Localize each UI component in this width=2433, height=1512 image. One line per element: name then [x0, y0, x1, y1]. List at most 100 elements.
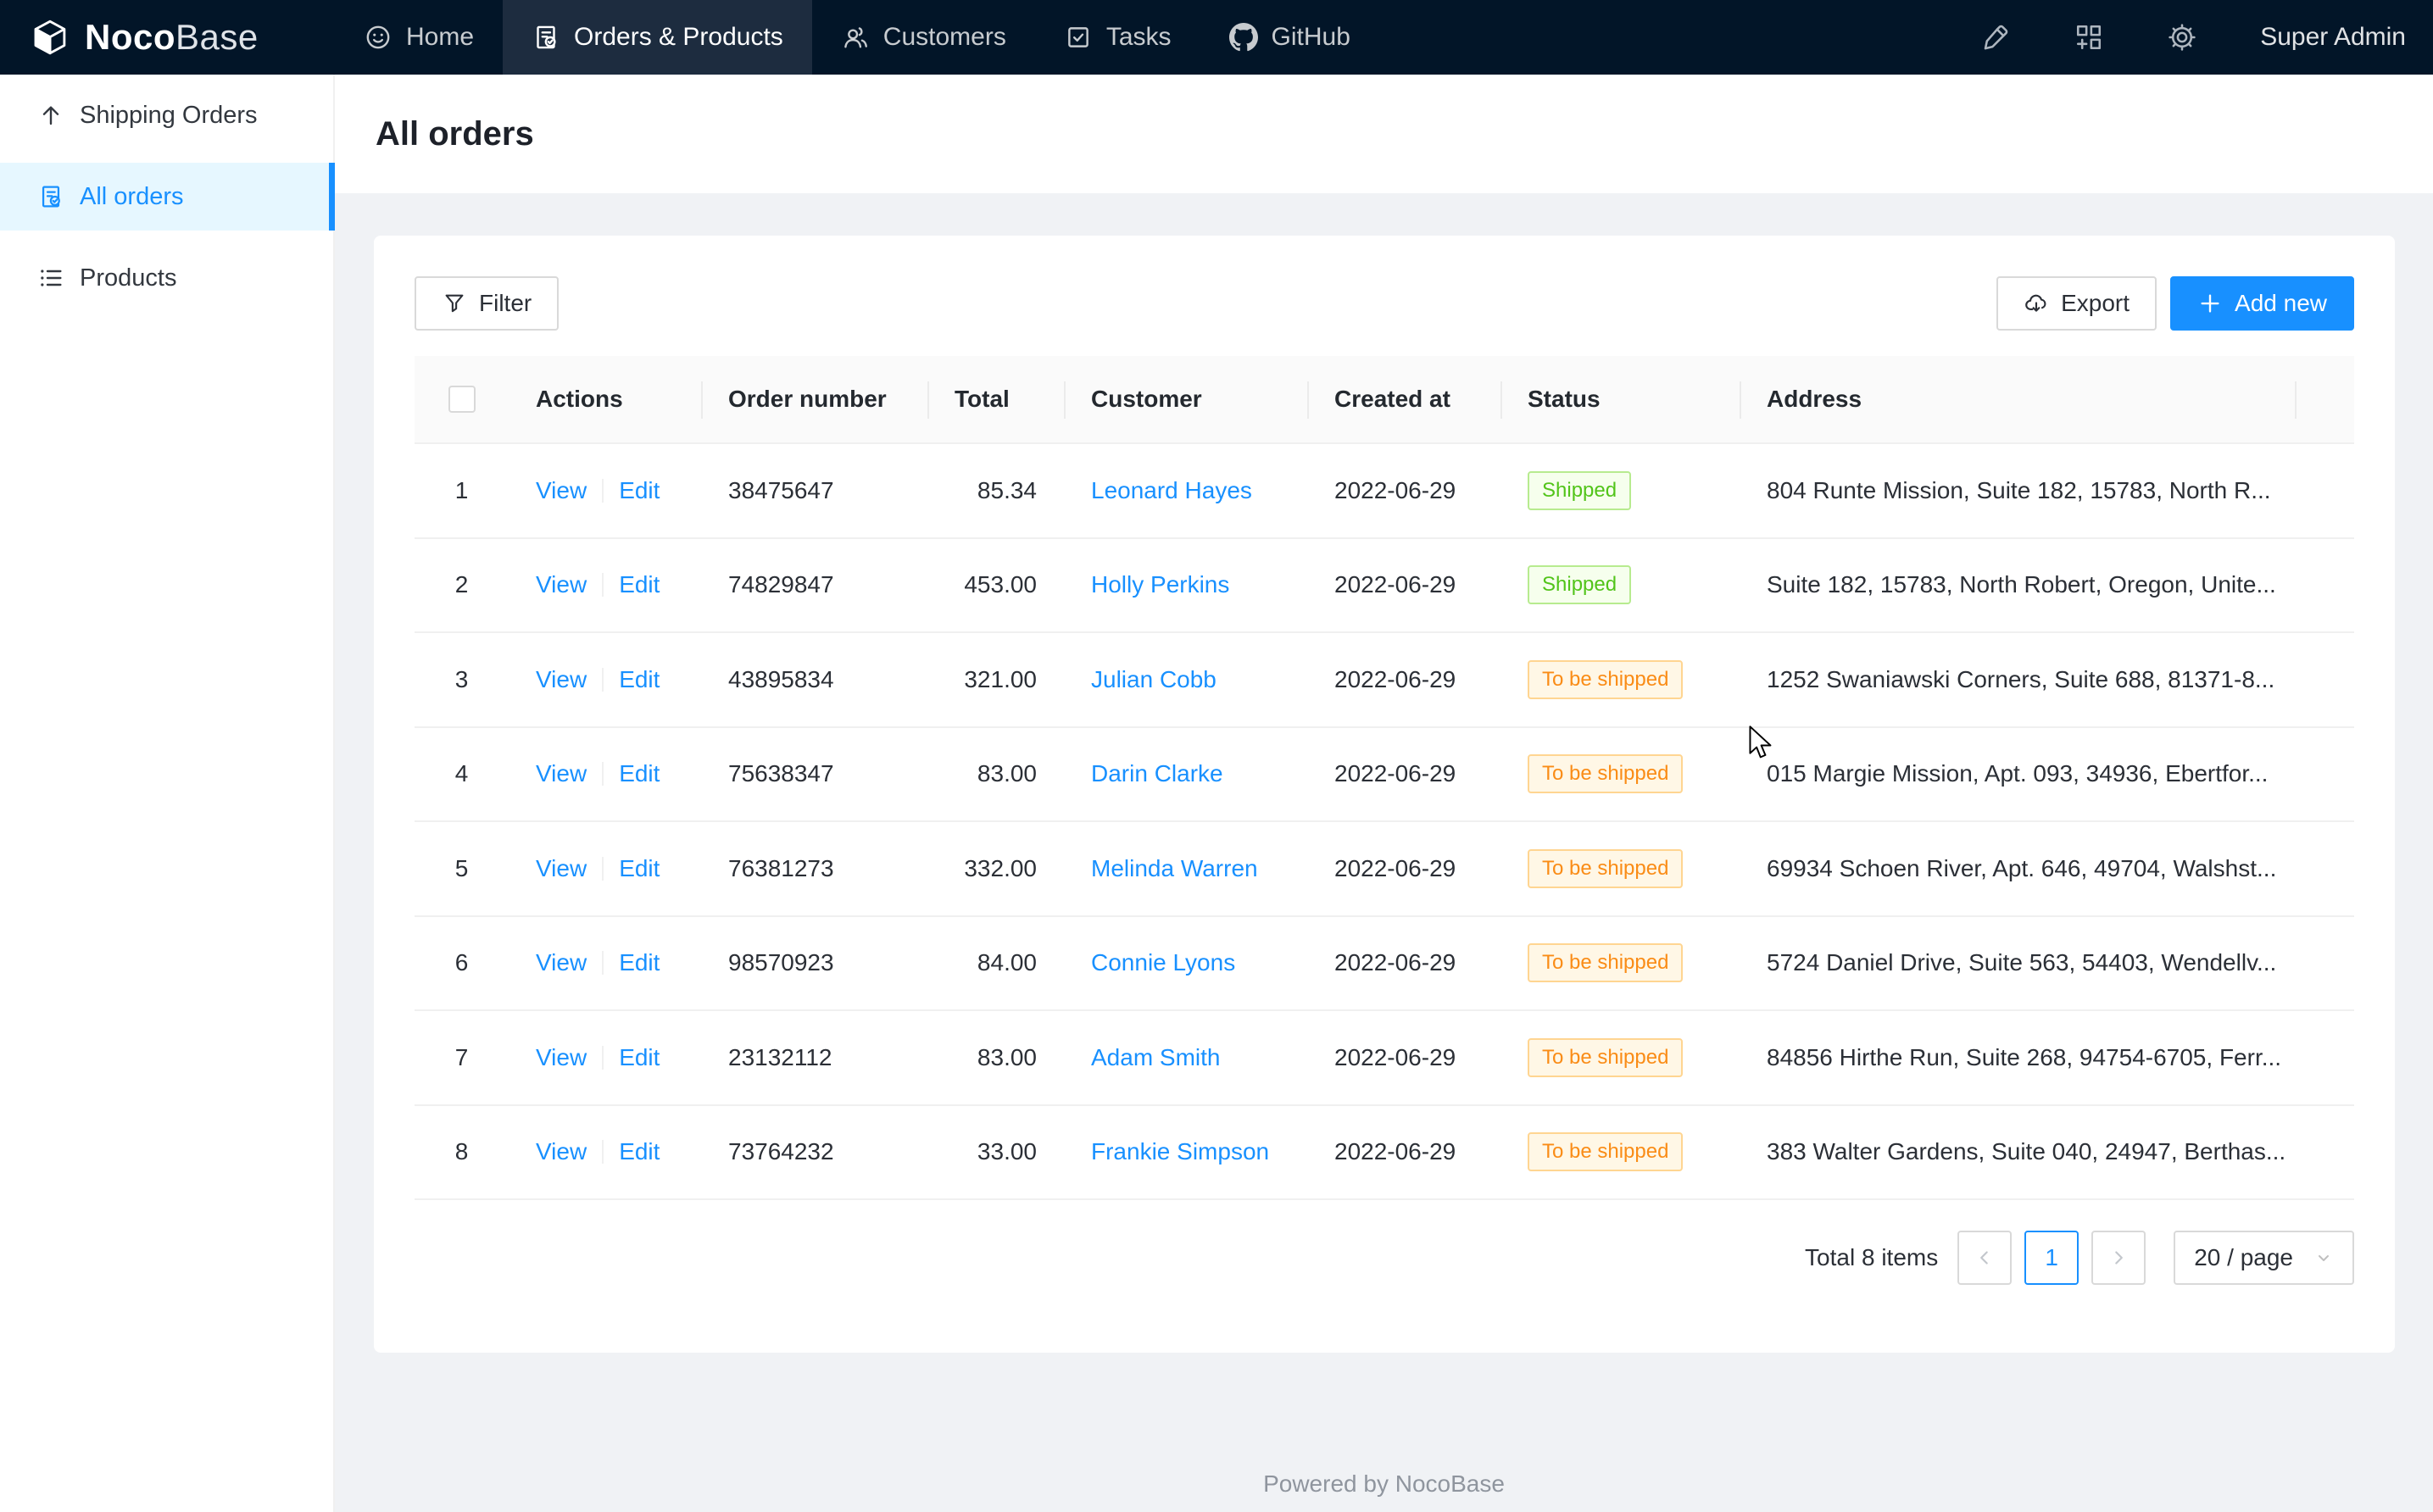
created-at-cell: 2022-06-29: [1334, 571, 1456, 598]
status-badge: To be shipped: [1528, 754, 1684, 794]
total-cell: 332.00: [964, 854, 1037, 881]
address-cell: 015 Margie Mission, Apt. 093, 34936, Ebe…: [1767, 760, 2269, 787]
edit-link[interactable]: Edit: [619, 665, 660, 692]
created-at-cell: 2022-06-29: [1334, 854, 1456, 881]
nav-tab-orders-products[interactable]: Orders & Products: [503, 0, 812, 75]
edit-link[interactable]: Edit: [619, 571, 660, 598]
edit-link[interactable]: Edit: [619, 949, 660, 976]
select-all-checkbox[interactable]: [448, 386, 476, 413]
edit-link[interactable]: Edit: [619, 854, 660, 881]
nav-tab-label: Customers: [882, 23, 1006, 51]
row-index: 2: [454, 571, 469, 598]
filter-button[interactable]: Filter: [415, 276, 560, 331]
row-actions: View Edit: [509, 1011, 701, 1104]
user-menu[interactable]: Super Admin: [2260, 23, 2406, 51]
logo-text: NocoBase: [85, 17, 259, 57]
github-icon: [1228, 23, 1258, 52]
status-badge: Shipped: [1528, 470, 1632, 510]
edit-link[interactable]: Edit: [619, 476, 660, 503]
view-link[interactable]: View: [536, 665, 587, 692]
sidebar-item-label: Products: [80, 264, 177, 292]
sidebar-item-all-orders[interactable]: All orders: [0, 163, 335, 231]
pagination-next-button[interactable]: [2091, 1231, 2146, 1285]
order-file-icon: [37, 183, 64, 210]
nocobase-logo[interactable]: NocoBase: [0, 0, 335, 75]
link-divider: [602, 856, 604, 881]
page-header: All orders: [335, 75, 2433, 193]
customer-cell: Adam Smith: [1064, 1011, 1307, 1104]
header-address: Address: [1767, 386, 1862, 412]
filter-funnel-icon: [442, 291, 467, 316]
order-number-cell: 98570923: [728, 949, 834, 976]
row-actions: View Edit: [509, 633, 701, 726]
add-new-button[interactable]: Add new: [2170, 276, 2354, 331]
row-index: 3: [454, 665, 469, 692]
view-link[interactable]: View: [536, 571, 587, 598]
customer-cell: Connie Lyons: [1064, 917, 1307, 1010]
view-link[interactable]: View: [536, 1138, 587, 1165]
status-cell: To be shipped: [1500, 1011, 1740, 1104]
ui-editor-pen-icon[interactable]: [1980, 22, 2011, 53]
edit-link[interactable]: Edit: [619, 760, 660, 787]
export-button[interactable]: Export: [1996, 276, 2157, 331]
table-header-row: Actions Order number Total Customer Crea…: [415, 356, 2354, 444]
sidebar-item-shipping-orders[interactable]: Shipping Orders: [0, 81, 333, 149]
view-link[interactable]: View: [536, 1043, 587, 1070]
cloud-download-icon: [2024, 291, 2049, 316]
extra-cell: [2295, 633, 2354, 726]
total-cell: 33.00: [977, 1138, 1037, 1165]
customer-link[interactable]: Darin Clarke: [1091, 760, 1223, 787]
customer-link[interactable]: Melinda Warren: [1091, 854, 1258, 881]
list-icon: [37, 264, 64, 292]
status-badge: To be shipped: [1528, 943, 1684, 983]
pagination: Total 8 items 1 20 / page: [415, 1231, 2354, 1285]
nav-tab-customers[interactable]: Customers: [812, 0, 1035, 75]
order-number-cell: 76381273: [728, 854, 834, 881]
edit-link[interactable]: Edit: [619, 1043, 660, 1070]
page-size-select[interactable]: 20 / page: [2174, 1231, 2354, 1285]
customers-icon: [841, 23, 870, 52]
address-cell: Suite 182, 15783, North Robert, Oregon, …: [1767, 571, 2276, 598]
customer-link[interactable]: Leonard Hayes: [1091, 476, 1252, 503]
header-extra: [2295, 356, 2354, 442]
page-title: All orders: [376, 114, 534, 153]
view-link[interactable]: View: [536, 760, 587, 787]
chevron-left-icon: [1974, 1247, 1996, 1269]
edit-link[interactable]: Edit: [619, 1138, 660, 1165]
extra-cell: [2295, 1011, 2354, 1104]
pagination-total: Total 8 items: [1805, 1244, 1939, 1270]
view-link[interactable]: View: [536, 854, 587, 881]
order-number-cell: 38475647: [728, 476, 834, 503]
status-cell: To be shipped: [1500, 822, 1740, 915]
pagination-page-1[interactable]: 1: [2024, 1231, 2079, 1285]
customer-cell: Holly Perkins: [1064, 539, 1307, 632]
status-cell: Shipped: [1500, 539, 1740, 632]
order-number-cell: 43895834: [728, 665, 834, 692]
row-index: 1: [454, 476, 469, 503]
nav-tab-home[interactable]: Home: [335, 0, 503, 75]
customer-link[interactable]: Adam Smith: [1091, 1043, 1221, 1070]
nav-tab-label: Home: [406, 23, 475, 51]
sidebar-item-products[interactable]: Products: [0, 244, 333, 312]
customer-link[interactable]: Connie Lyons: [1091, 949, 1236, 976]
customer-link[interactable]: Frankie Simpson: [1091, 1138, 1270, 1165]
logo-cube-icon: [31, 18, 70, 57]
view-link[interactable]: View: [536, 949, 587, 976]
nav-tab-tasks[interactable]: Tasks: [1035, 0, 1200, 75]
plugin-blocks-icon[interactable]: [2074, 22, 2104, 53]
extra-cell: [2295, 539, 2354, 632]
pagination-prev-button[interactable]: [1957, 1231, 2013, 1285]
total-cell: 453.00: [964, 571, 1037, 598]
customer-cell: Darin Clarke: [1064, 728, 1307, 821]
view-link[interactable]: View: [536, 476, 587, 503]
header-status: Status: [1528, 386, 1601, 412]
status-badge: To be shipped: [1528, 1132, 1684, 1172]
settings-gear-icon[interactable]: [2167, 22, 2197, 53]
link-divider: [602, 951, 604, 976]
link-divider: [602, 478, 604, 503]
nav-tab-github[interactable]: GitHub: [1200, 0, 1379, 75]
customer-link[interactable]: Holly Perkins: [1091, 571, 1230, 598]
table-row: 3 View Edit 43895834 321.00 Julian Cobb …: [415, 633, 2354, 728]
customer-link[interactable]: Julian Cobb: [1091, 665, 1216, 692]
total-cell: 83.00: [977, 760, 1037, 787]
